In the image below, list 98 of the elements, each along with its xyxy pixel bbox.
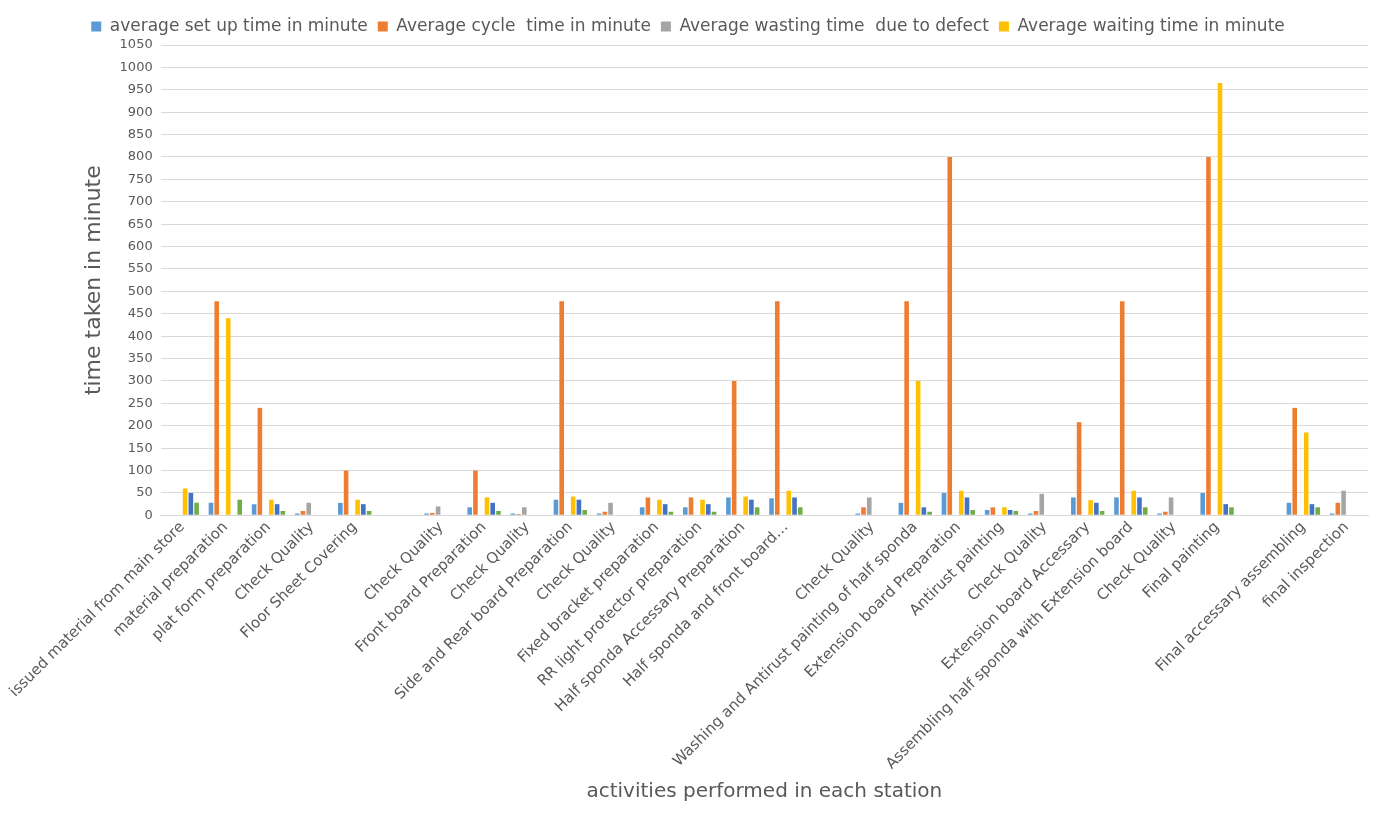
legend-label: Average cycle time in minute — [396, 14, 651, 35]
bar — [786, 490, 792, 515]
bar — [754, 507, 760, 515]
bar — [861, 507, 866, 515]
y-axis-title: time taken in minute — [80, 165, 106, 396]
bar — [1206, 156, 1211, 515]
bar — [251, 504, 257, 515]
y-tick-label: 750 — [127, 170, 153, 186]
y-tick-label: 650 — [127, 215, 153, 231]
bar — [947, 156, 953, 515]
bar — [306, 502, 312, 515]
y-tick-label: 450 — [127, 305, 153, 321]
bar — [1071, 497, 1076, 515]
bar — [1163, 511, 1168, 515]
bar — [688, 497, 694, 515]
y-tick-label: 700 — [127, 193, 153, 209]
bar — [1315, 507, 1320, 515]
bar — [1223, 504, 1229, 515]
bar — [237, 499, 243, 515]
bar — [1309, 504, 1315, 515]
bar — [774, 301, 780, 515]
bar — [990, 507, 996, 515]
bar — [1088, 500, 1093, 515]
bar — [194, 502, 199, 515]
bar — [700, 499, 705, 515]
bar — [361, 504, 366, 515]
bar — [1039, 493, 1045, 515]
bar — [484, 497, 490, 515]
bar — [559, 301, 564, 515]
y-tick-label: 1000 — [119, 58, 153, 74]
y-tick-label: 50 — [136, 484, 153, 500]
legend-label: Average waiting time in minute — [1017, 14, 1285, 35]
bar — [473, 470, 478, 515]
bar — [1131, 490, 1137, 515]
bar — [225, 318, 231, 515]
bar — [355, 499, 360, 515]
bar — [1168, 497, 1174, 515]
bar — [958, 490, 964, 515]
bar — [645, 497, 651, 515]
bar — [490, 502, 495, 515]
legend-label: Average wasting time due to defect — [679, 14, 990, 35]
bar — [608, 502, 613, 515]
y-tick-label: 550 — [127, 260, 153, 276]
bar — [749, 499, 754, 515]
y-tick-label: 300 — [127, 372, 153, 388]
bar — [743, 496, 748, 515]
bar — [1229, 507, 1234, 515]
bar — [1200, 492, 1206, 515]
bar — [1114, 497, 1119, 515]
bar — [274, 504, 280, 515]
bar — [662, 504, 668, 515]
bar — [1341, 490, 1346, 515]
bar — [769, 498, 774, 515]
y-tick-label: 0 — [144, 506, 153, 522]
bar — [1007, 509, 1013, 515]
y-tick-label: 100 — [127, 461, 153, 477]
x-axis-title: activities performed in each station — [586, 778, 943, 803]
bar — [927, 511, 932, 515]
bar — [657, 499, 662, 515]
y-tick-label: 850 — [127, 125, 153, 141]
bar — [866, 497, 872, 515]
bar — [1292, 407, 1297, 515]
bar — [1119, 301, 1125, 515]
bar — [639, 507, 645, 515]
bar — [435, 506, 441, 515]
bar — [269, 499, 274, 515]
y-tick-label: 800 — [127, 148, 153, 164]
bar — [496, 510, 501, 515]
y-tick-label: 350 — [127, 349, 153, 365]
bar — [904, 301, 909, 515]
y-tick-label: 200 — [127, 417, 153, 433]
bar — [705, 504, 711, 515]
y-tick-label: 600 — [127, 237, 153, 253]
bar — [1142, 507, 1148, 515]
bar — [582, 509, 587, 515]
y-tick-label: 950 — [127, 81, 153, 97]
bar — [1137, 497, 1142, 515]
y-tick-label: 1050 — [119, 36, 153, 52]
legend-label: average set up time in minute — [109, 14, 368, 35]
bar — [792, 497, 797, 515]
bar — [338, 502, 343, 515]
bar — [1002, 507, 1007, 515]
bar — [964, 497, 970, 515]
bar — [214, 301, 220, 515]
bar — [682, 507, 688, 515]
bar — [984, 509, 990, 515]
bar — [467, 507, 472, 515]
y-tick-label: 900 — [127, 103, 153, 119]
y-tick-label: 150 — [127, 439, 153, 455]
bar — [921, 507, 927, 515]
bar — [970, 509, 976, 515]
y-tick-label: 400 — [127, 327, 153, 343]
bar — [1094, 502, 1099, 515]
y-tick-label: 500 — [127, 282, 153, 298]
bar — [797, 507, 803, 515]
y-tick-label: 250 — [127, 394, 153, 410]
bar — [522, 507, 527, 515]
bar — [726, 497, 731, 515]
